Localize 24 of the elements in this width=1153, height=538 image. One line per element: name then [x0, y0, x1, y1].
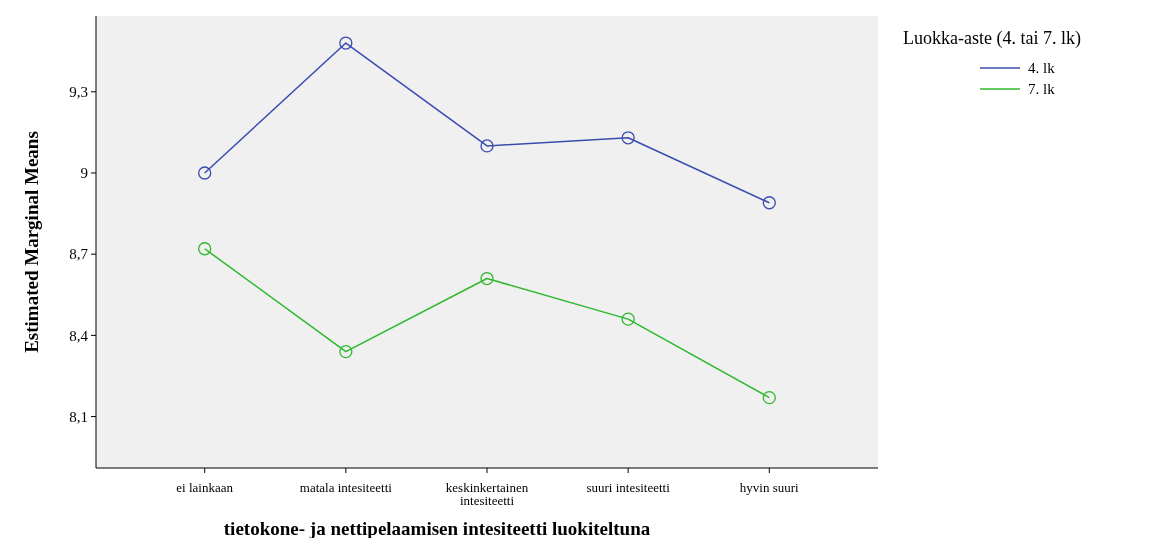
y-tick-label: 8,7	[69, 246, 89, 263]
point	[621, 131, 635, 145]
y-axis-title: Estimated Marginal Means	[21, 131, 42, 353]
point	[762, 390, 776, 405]
x-tick-label: suuri intesiteetti	[586, 480, 671, 495]
point	[480, 139, 494, 153]
y-tick-label: 8,1	[69, 408, 88, 425]
y-tick-label: 9	[80, 165, 88, 182]
x-tick-label: hyvin suuri	[739, 480, 800, 495]
point	[762, 196, 776, 210]
point	[339, 344, 353, 359]
x-tick-label: matala intesiteetti	[299, 480, 393, 495]
point	[198, 166, 212, 180]
point	[339, 36, 353, 50]
y-tick-label: 8,4	[69, 327, 89, 344]
point	[198, 242, 212, 256]
x-tick-label: keskinkertainen intesiteetti	[445, 480, 529, 508]
legend-title: Luokka-aste (4. tai 7. lk)	[903, 28, 1081, 49]
legend-label: 7. lk	[1028, 81, 1056, 98]
point	[621, 312, 635, 326]
point	[480, 271, 494, 286]
x-tick-label: ei lainkaan	[176, 480, 234, 495]
y-tick-label: 9,3	[69, 84, 88, 101]
legend-label: 4. lk	[1028, 60, 1056, 77]
